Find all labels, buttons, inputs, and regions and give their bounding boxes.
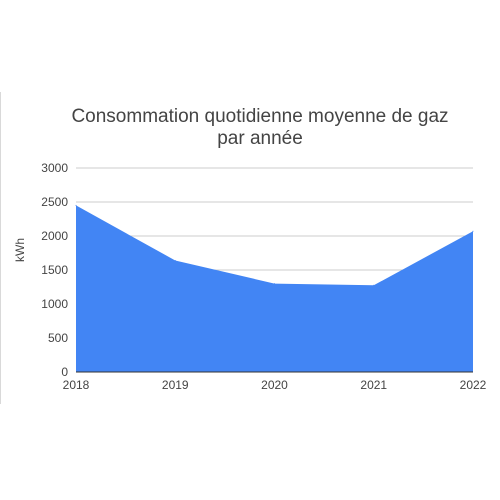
y-tick-label: 1000: [41, 297, 68, 311]
y-tick-label: 0: [61, 365, 68, 379]
x-tick-label: 2020: [261, 378, 288, 392]
y-tick-label: 3000: [41, 161, 68, 175]
data-point: [75, 204, 77, 206]
x-tick-label: 2022: [460, 378, 487, 392]
chart-title-line-1: Consommation quotidienne moyenne de gaz: [71, 106, 449, 127]
y-tick-label: 2500: [41, 195, 68, 209]
y-tick-label: 1500: [41, 263, 68, 277]
data-point: [472, 230, 474, 232]
y-tick-label: 2000: [41, 229, 68, 243]
data-point: [274, 283, 275, 285]
x-tick-label: 2018: [63, 378, 90, 392]
data-point: [373, 284, 375, 286]
frame-rule: [0, 92, 1, 404]
y-tick-label: 500: [48, 331, 68, 345]
chart-title: Consommation quotidienne moyenne de gaz …: [20, 106, 500, 150]
area-series: [76, 205, 473, 372]
x-tick-label: 2021: [360, 378, 387, 392]
data-point: [174, 259, 176, 261]
x-tick-label: 2019: [162, 378, 189, 392]
chart-title-line-2: par année: [217, 128, 303, 149]
